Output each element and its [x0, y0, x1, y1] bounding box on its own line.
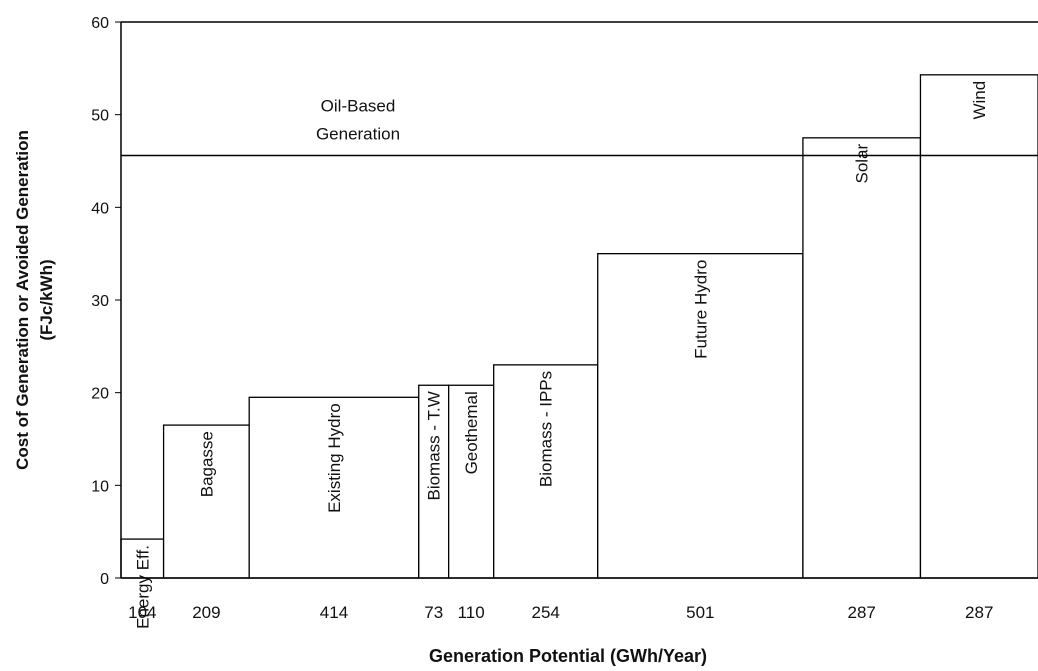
axes	[120, 21, 1038, 579]
bar-width-label: 287	[965, 603, 993, 622]
bar-width-label: 414	[320, 603, 348, 622]
bar-label: Solar	[853, 143, 872, 183]
oil-based-generation-reference: Oil-Based Generation	[121, 96, 1038, 157]
bar-width-label: 110	[458, 603, 485, 622]
bar-label: Future Hydro	[691, 260, 710, 359]
y-tick-label: 0	[100, 571, 109, 588]
bar	[919, 74, 1038, 579]
bar	[493, 364, 599, 579]
y-tick-label: 10	[91, 478, 109, 495]
y-tick-label: 20	[91, 386, 109, 403]
bar-label: Existing Hydro	[325, 403, 344, 513]
bars-group: Energy Eff.104 Bagasse 209 Existing Hydro 41…	[120, 74, 1038, 629]
bar-label: Biomass - T.W	[425, 391, 444, 500]
y-axis-label-line2: (FJc/kWh)	[37, 259, 56, 340]
bar-width-label: 287	[847, 603, 875, 622]
y-tick-label: 60	[91, 15, 109, 32]
oil-based-label-line1: Oil-Based	[321, 96, 396, 115]
y-tick-label: 40	[91, 200, 109, 217]
bar-width-label: 501	[686, 603, 714, 622]
bar-label: Biomass - IPPs	[537, 371, 556, 487]
bar	[162, 424, 250, 579]
bar-label: Bagasse	[197, 431, 216, 497]
y-axis-ticks: 0 10 20 30 40 50 60	[91, 15, 121, 588]
oil-based-label-line2: Generation	[316, 124, 400, 143]
bar-label: Energy Eff.	[133, 545, 152, 629]
y-tick-label: 30	[91, 293, 109, 310]
bar	[802, 137, 922, 579]
bar-width-label: 104	[128, 603, 156, 622]
y-axis-title: Cost of Generation or Avoided Generation…	[13, 130, 56, 470]
bar	[248, 396, 420, 579]
bar-label: Geothemal	[462, 391, 481, 474]
bar-width-label: 73	[424, 603, 443, 622]
bar-width-label: 209	[192, 603, 220, 622]
x-axis-label: Generation Potential (GWh/Year)	[429, 646, 707, 666]
bar	[418, 384, 450, 579]
bar-width-label: 254	[532, 603, 560, 622]
y-tick-label: 50	[91, 108, 109, 125]
y-axis-label-line1: Cost of Generation or Avoided Generation	[13, 130, 32, 470]
bar-label: Wind	[970, 81, 989, 120]
